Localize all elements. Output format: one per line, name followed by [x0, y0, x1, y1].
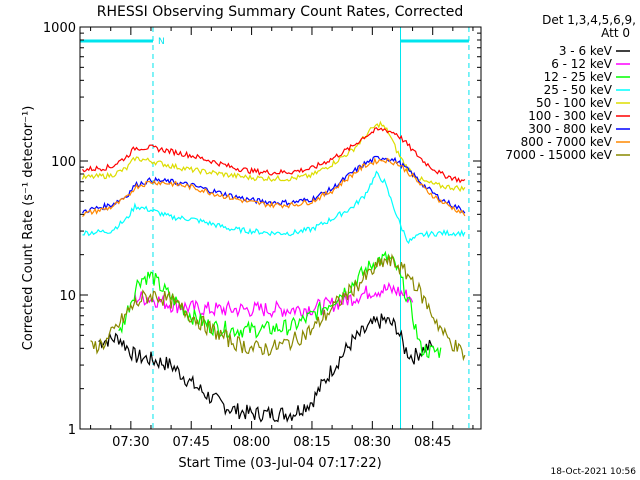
series-line-7	[81, 155, 466, 214]
x-tick-label: 08:45	[414, 435, 451, 450]
series-line-4	[82, 170, 466, 245]
plot-frame	[79, 26, 482, 430]
x-tick-label: 08:15	[293, 435, 330, 450]
legend-entry-label: 3 - 6 keV	[559, 44, 613, 58]
legend-entry-label: 25 - 50 keV	[544, 83, 613, 97]
attenuator-flag-label: N	[158, 37, 165, 47]
y-tick-label: 1000	[43, 21, 76, 36]
series-line-9	[90, 253, 466, 362]
series-line-2	[134, 281, 414, 319]
x-tick-label: 07:45	[172, 435, 209, 450]
legend-entry-label: 7000 - 15000 keV	[505, 148, 612, 162]
legend-entry-label: 800 - 7000 keV	[521, 135, 613, 149]
y-tick-label: 10	[59, 289, 76, 304]
x-tick-label: 08:00	[233, 435, 270, 450]
y-tick-label: 100	[51, 155, 76, 170]
series-line-6	[82, 127, 466, 184]
series-line-5	[81, 120, 466, 193]
x-axis-label: Start Time (03-Jul-04 07:17:22)	[178, 456, 381, 471]
legend-entry-label: 50 - 100 keV	[536, 96, 613, 110]
legend-entry-label: 100 - 300 keV	[528, 109, 612, 123]
y-tick-label: 1	[68, 423, 76, 438]
legend-attenuator: Att 0	[601, 26, 630, 40]
series-line-8	[82, 156, 466, 218]
plot-content: N	[80, 27, 470, 429]
x-tick-label: 08:30	[354, 435, 391, 450]
y-axis-label: Corrected Count Rate (s⁻¹ detector⁻¹)	[21, 106, 36, 351]
legend-entry-label: 12 - 25 keV	[544, 70, 613, 84]
y-axis: 1 10 100 1000	[43, 21, 481, 438]
legend-entry-label: 6 - 12 keV	[551, 57, 613, 71]
generation-timestamp: 18-Oct-2021 10:56	[551, 467, 637, 477]
chart-title: RHESSI Observing Summary Count Rates, Co…	[97, 4, 463, 20]
legend-detectors: Det 1,3,4,5,6,9,	[542, 13, 636, 27]
series-line-1	[98, 313, 434, 423]
x-tick-label: 07:30	[112, 435, 149, 450]
x-axis: 07:30 07:45 08:00 08:15 08:30 08:45	[90, 27, 474, 450]
legend-entry-label: 300 - 800 keV	[528, 122, 612, 136]
